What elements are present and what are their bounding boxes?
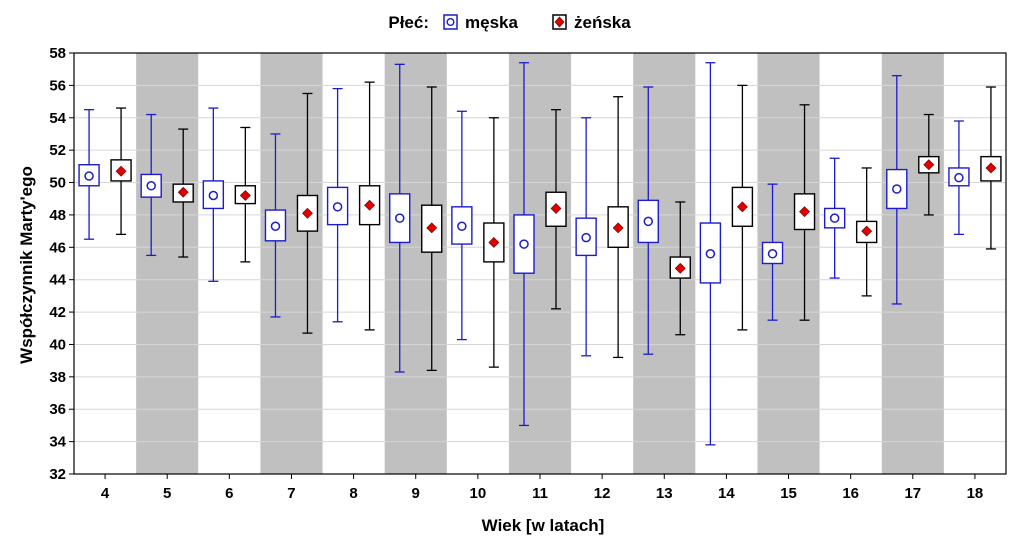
marker-żeńska-5 [177,186,189,198]
legend: Płeć: męska żeńska [388,13,631,32]
marker-męska-16 [829,213,840,223]
x-tick-label-5: 5 [163,485,171,502]
shaded-band-17 [881,53,944,474]
marker-męska-12 [581,232,591,243]
marker-żeńska-18 [985,162,997,174]
legend-female-label: żeńska [574,13,631,32]
legend-male-marker [446,18,455,27]
marker-żeńska-15 [799,206,810,218]
y-tick-label-58: 58 [49,45,66,62]
shaded-band-9 [384,53,447,474]
y-tick-label-36: 36 [49,401,66,418]
marker-męska-17 [892,184,902,194]
x-tick-label-18: 18 [967,485,984,502]
marker-męska-4 [84,171,94,181]
x-tick-label-7: 7 [287,485,295,502]
marker-męska-18 [954,172,964,183]
x-tick-label-8: 8 [349,485,357,502]
marker-żeńska-10 [488,237,500,248]
marker-męska-5 [146,181,156,191]
x-tick-label-6: 6 [225,485,233,502]
x-tick-label-13: 13 [656,485,673,502]
x-tick-label-17: 17 [904,485,921,502]
y-tick-label-42: 42 [49,304,66,321]
x-tick-label-4: 4 [101,485,110,502]
shaded-band-5 [136,53,199,474]
y-tick-label-44: 44 [49,272,66,289]
marker-męska-9 [394,213,405,223]
y-axis-title: Współczynnik Marty'ego [17,166,36,364]
shaded-band-7 [260,53,323,474]
marker-żeńska-17 [923,159,935,171]
legend-title: Płeć: [388,13,429,32]
x-tick-label-12: 12 [594,485,611,502]
marker-męska-8 [332,202,343,212]
legend-male-swatch [443,14,458,30]
legend-female-swatch [552,14,567,30]
marker-żeńska-8 [364,199,376,211]
y-tick-label-48: 48 [49,207,66,224]
marker-żeńska-14 [736,201,748,213]
y-tick-label-56: 56 [49,77,66,94]
y-tick-label-40: 40 [49,336,66,353]
x-tick-label-11: 11 [532,485,548,502]
marker-żeńska-9 [426,222,438,234]
x-tick-label-14: 14 [718,485,735,502]
marker-żeńska-16 [861,225,873,237]
marker-męska-11 [519,239,529,249]
marker-żeńska-6 [239,190,251,201]
marker-żeńska-13 [674,262,686,274]
legend-female-marker [554,16,565,28]
y-tick-label-54: 54 [49,110,66,127]
marker-żeńska-4 [115,165,127,177]
y-tick-label-50: 50 [49,175,66,192]
marker-męska-7 [270,221,281,232]
y-tick-label-34: 34 [49,434,66,451]
marker-męska-10 [457,221,467,232]
x-tick-label-10: 10 [470,485,487,502]
marker-męska-6 [208,190,219,201]
y-tick-label-46: 46 [49,239,66,256]
legend-male-label: męska [465,13,518,32]
x-tick-label-9: 9 [412,485,420,502]
y-tick-label-38: 38 [49,369,66,386]
y-tick-label-32: 32 [49,466,66,483]
marker-żeńska-11 [550,203,562,214]
x-tick-label-15: 15 [780,485,797,502]
marker-męska-13 [643,216,654,227]
x-tick-label-16: 16 [842,485,859,502]
marker-żeńska-7 [302,207,313,219]
marker-męska-14 [705,249,716,259]
marker-żeńska-12 [612,222,624,234]
x-axis-title: Wiek [w latach] [482,516,605,535]
marker-męska-15 [767,249,778,259]
y-tick-label-52: 52 [49,142,66,159]
